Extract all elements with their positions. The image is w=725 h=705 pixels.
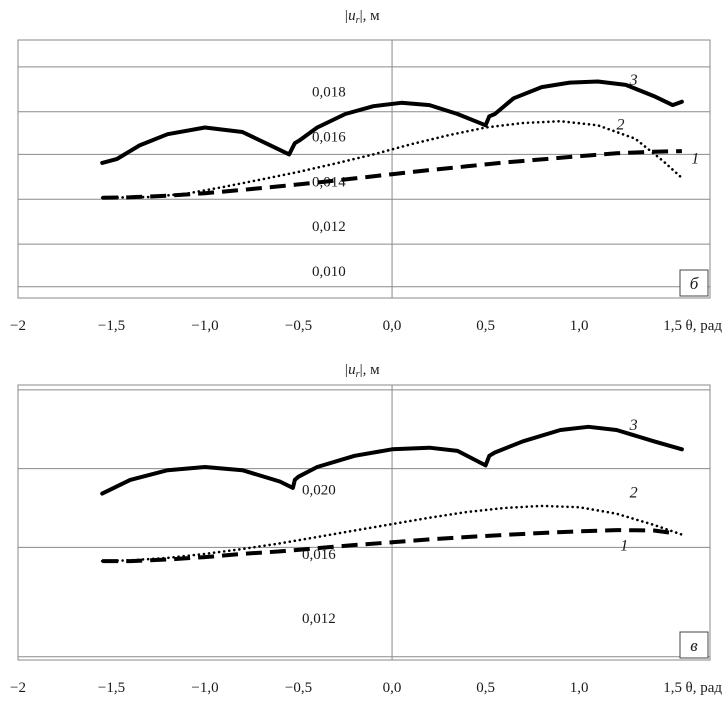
series-line-2 <box>100 504 684 563</box>
y-tick-label: 0,018 <box>312 85 346 101</box>
x-tick-label: −0,5 <box>285 680 312 696</box>
chart-panel-в: 0,012 0,016 0,020 −2 −1,5 −1,0 −0,5 0,0 0,5 1,0 1,… <box>10 362 722 696</box>
x-tick-label: 1,0 <box>570 318 589 334</box>
x-tick-label: −1,0 <box>191 680 218 696</box>
x-tick-label: 0,5 <box>476 680 495 696</box>
series-label-1: 1 <box>691 150 699 167</box>
x-tick-label: 0,0 <box>383 680 402 696</box>
y-tick-label: 0,020 <box>302 483 336 499</box>
series-label-2: 2 <box>616 117 624 134</box>
plot-frame <box>17 384 711 661</box>
x-axis-label: θ, рад <box>686 680 723 696</box>
x-tick-label: 0,0 <box>383 318 402 334</box>
panel-letter: б <box>690 274 699 293</box>
x-tick-label: 1,5 <box>663 318 682 334</box>
series-label-1: 1 <box>620 538 628 555</box>
y-tick-label: 0,012 <box>312 219 346 235</box>
x-tick-label: 0,5 <box>476 318 495 334</box>
y-tick-label: 0,016 <box>302 547 336 563</box>
y-tick-label: 0,012 <box>302 611 336 627</box>
x-tick-label: −2 <box>10 318 26 334</box>
x-tick-label: −1,5 <box>98 318 125 334</box>
plot-frame <box>17 39 711 299</box>
y-axis-label: |ur|, м <box>344 362 380 380</box>
x-tick-label: 1,5 <box>663 680 682 696</box>
y-axis-label: |ur|, м <box>344 8 380 26</box>
x-tick-label: −1,5 <box>98 680 125 696</box>
x-tick-label: −2 <box>10 680 26 696</box>
series-line-3 <box>100 79 684 165</box>
y-tick-label: 0,016 <box>312 129 346 145</box>
panel-letter-box <box>679 269 709 297</box>
series-label-2: 2 <box>630 485 638 502</box>
x-axis-label: θ, рад <box>686 318 723 334</box>
panel-letter: в <box>690 636 698 655</box>
series-line-1 <box>102 528 673 564</box>
series-label-3: 3 <box>629 72 638 89</box>
x-tick-label: 1,0 <box>570 680 589 696</box>
series-label-3: 3 <box>629 417 638 434</box>
x-tick-label: −1,0 <box>191 318 218 334</box>
series-line-3 <box>100 424 684 496</box>
y-tick-label: 0,010 <box>312 264 346 280</box>
series-line-1 <box>102 149 682 200</box>
panel-letter-box <box>679 631 709 659</box>
x-tick-label: −0,5 <box>285 318 312 334</box>
